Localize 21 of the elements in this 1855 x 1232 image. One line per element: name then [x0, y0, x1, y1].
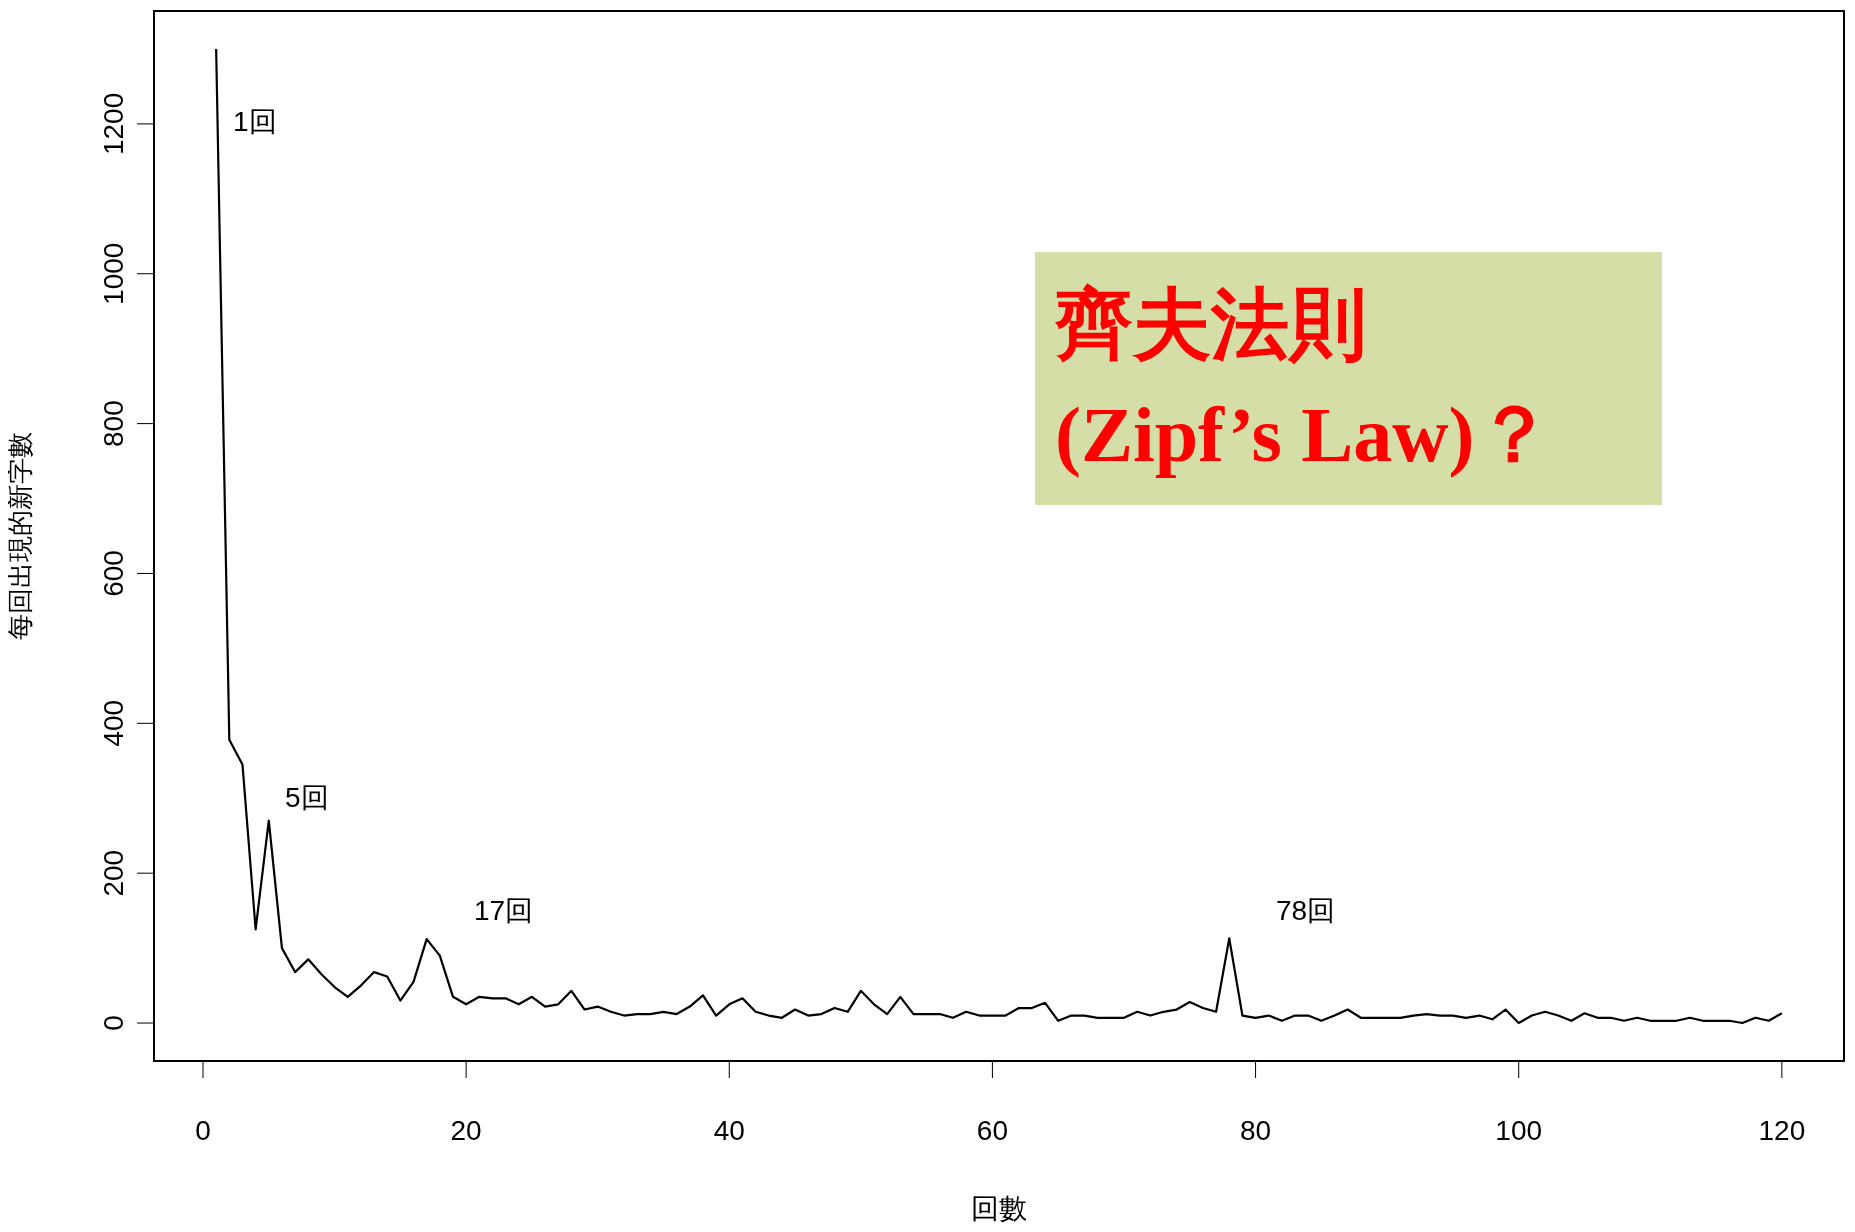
annotation: 78回 — [1276, 894, 1336, 928]
x-tick-label: 100 — [1495, 1114, 1543, 1146]
y-tick-label: 1200 — [98, 92, 129, 156]
y-tick-label: 0 — [98, 1015, 129, 1031]
y-tick-label: 400 — [98, 699, 129, 747]
y-tick-label: 800 — [98, 400, 129, 447]
annotation: 17回 — [474, 894, 534, 928]
x-axis-title: 回數 — [971, 1193, 1027, 1224]
x-tick-label: 120 — [1758, 1114, 1806, 1146]
x-tick-label: 20 — [450, 1114, 482, 1146]
x-tick-label: 0 — [195, 1114, 211, 1146]
x-tick-label: 60 — [976, 1114, 1008, 1146]
annotation: (Zipf’s Law)？ — [1055, 390, 1554, 480]
annotation: 1回 — [233, 105, 277, 139]
y-tick-label: 200 — [98, 849, 129, 897]
annotation: 齊夫法則 — [1055, 280, 1368, 370]
x-tick-label: 80 — [1239, 1114, 1272, 1146]
x-tick-label: 40 — [713, 1114, 745, 1146]
y-tick-label: 1000 — [98, 242, 129, 305]
annotation: 5回 — [285, 781, 329, 815]
y-tick-label: 600 — [98, 550, 129, 597]
